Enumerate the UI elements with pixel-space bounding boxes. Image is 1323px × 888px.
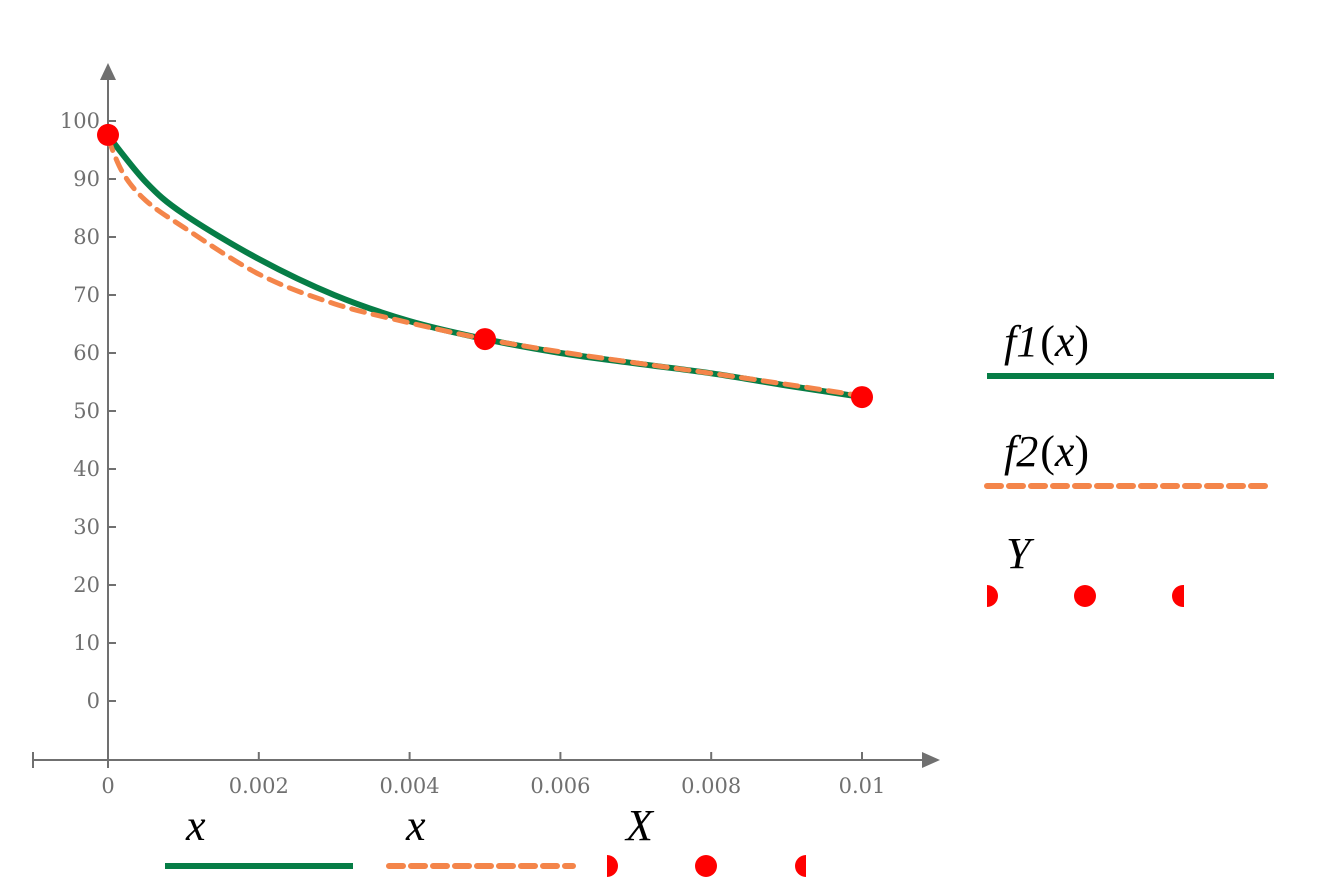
legend-item-x-dashed: x xyxy=(386,801,576,869)
x-tick-label: 0.006 xyxy=(530,774,590,798)
x-tick-label: 0.002 xyxy=(229,774,289,798)
legend-label-x2: x xyxy=(405,801,426,850)
y-tick-label: 20 xyxy=(73,573,100,597)
legend-item-f2: f2(x) xyxy=(984,427,1271,489)
x-tick-label: 0.004 xyxy=(380,774,440,798)
y-tick-label: 10 xyxy=(73,631,100,655)
legend-label-Y: Y xyxy=(1006,529,1035,578)
data-point-marker xyxy=(474,328,496,351)
y-tick-label: 90 xyxy=(73,167,100,191)
y-tick-label: 0 xyxy=(87,689,100,713)
x-axis-arrow-icon xyxy=(922,752,940,768)
x-tick-label: 0.01 xyxy=(839,774,886,798)
legend-label-f1: f1(x) xyxy=(1004,317,1089,366)
legend-item-x-solid: x xyxy=(165,801,353,869)
series-f2-line xyxy=(105,135,865,399)
legend-swatch-markers xyxy=(987,585,1184,607)
y-tick-label: 70 xyxy=(73,283,100,307)
legend-item-X: X xyxy=(607,801,806,877)
legend-item-Y: Y xyxy=(987,529,1184,607)
y-axis-arrow-icon xyxy=(100,63,116,80)
legend-label-f2: f2(x) xyxy=(1004,427,1089,476)
data-point-marker xyxy=(97,123,119,146)
legend-swatch-markers xyxy=(607,855,806,877)
y-tick-label: 60 xyxy=(73,341,100,365)
legend-label-X: X xyxy=(624,801,655,850)
y-tick-label: 80 xyxy=(73,225,100,249)
tick-labels: 0 0.002 0.004 0.006 0.008 0.01 0 10 20 30 40 50 60 70… xyxy=(60,109,885,798)
legend-right: f1(x) f2(x) Y xyxy=(984,317,1274,607)
y-tick-label: 40 xyxy=(73,457,100,481)
y-tick-label: 100 xyxy=(60,109,100,133)
y-tick-label: 50 xyxy=(73,399,100,423)
x-tick-label: 0 xyxy=(101,774,114,798)
data-point-marker xyxy=(851,386,873,409)
legend-label-x1: x xyxy=(185,801,206,850)
x-tick-label: 0.008 xyxy=(681,774,741,798)
plot-series xyxy=(97,123,873,409)
y-tick-label: 30 xyxy=(73,515,100,539)
legend-bottom: x x X xyxy=(165,801,806,877)
legend-item-f1: f1(x) xyxy=(987,317,1274,379)
series-f1-line xyxy=(105,133,863,401)
axes xyxy=(32,63,940,768)
